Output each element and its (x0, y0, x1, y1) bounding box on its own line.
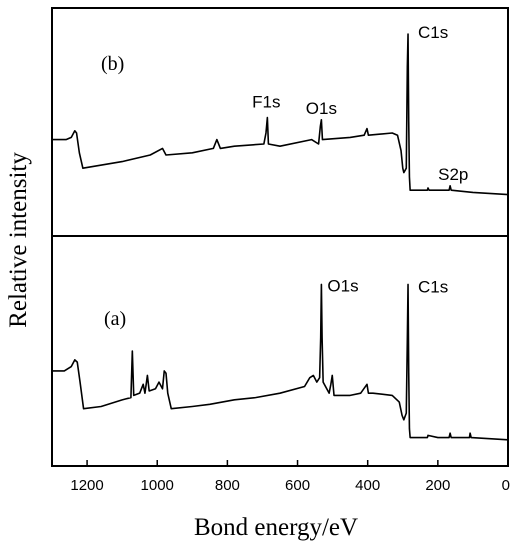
x-tick-label: 1000 (141, 477, 174, 494)
spectrum-line-b (52, 33, 509, 196)
x-tick-label: 1200 (70, 477, 103, 494)
x-axis-ticks: 1200 1000 800 600 400 200 0 (70, 460, 510, 494)
x-axis-label: Bond energy/eV (194, 514, 358, 541)
x-tick-label: 200 (425, 477, 450, 494)
x-tick-label: 400 (355, 477, 380, 494)
peak-label-s2p-top: S2p (438, 165, 468, 184)
peak-label-c1s-top: C1s (418, 23, 448, 42)
spectra (52, 33, 509, 441)
peak-label-o1s-bottom: O1s (327, 277, 358, 296)
x-tick-label: 0 (502, 477, 510, 494)
peak-label-c1s-bottom: C1s (418, 278, 448, 297)
panel-label-b: (b) (101, 53, 124, 75)
peak-label-o1s-top: O1s (306, 99, 337, 118)
x-tick-label: 600 (285, 477, 310, 494)
peak-annotations: F1s O1s C1s S2p O1s C1s (252, 23, 468, 297)
spectrum-line-a (52, 283, 509, 441)
x-tick-label: 800 (215, 477, 240, 494)
y-axis-label: Relative intensity (5, 152, 32, 328)
peak-label-f1s-top: F1s (252, 92, 280, 111)
panel-label-a: (a) (104, 308, 126, 330)
